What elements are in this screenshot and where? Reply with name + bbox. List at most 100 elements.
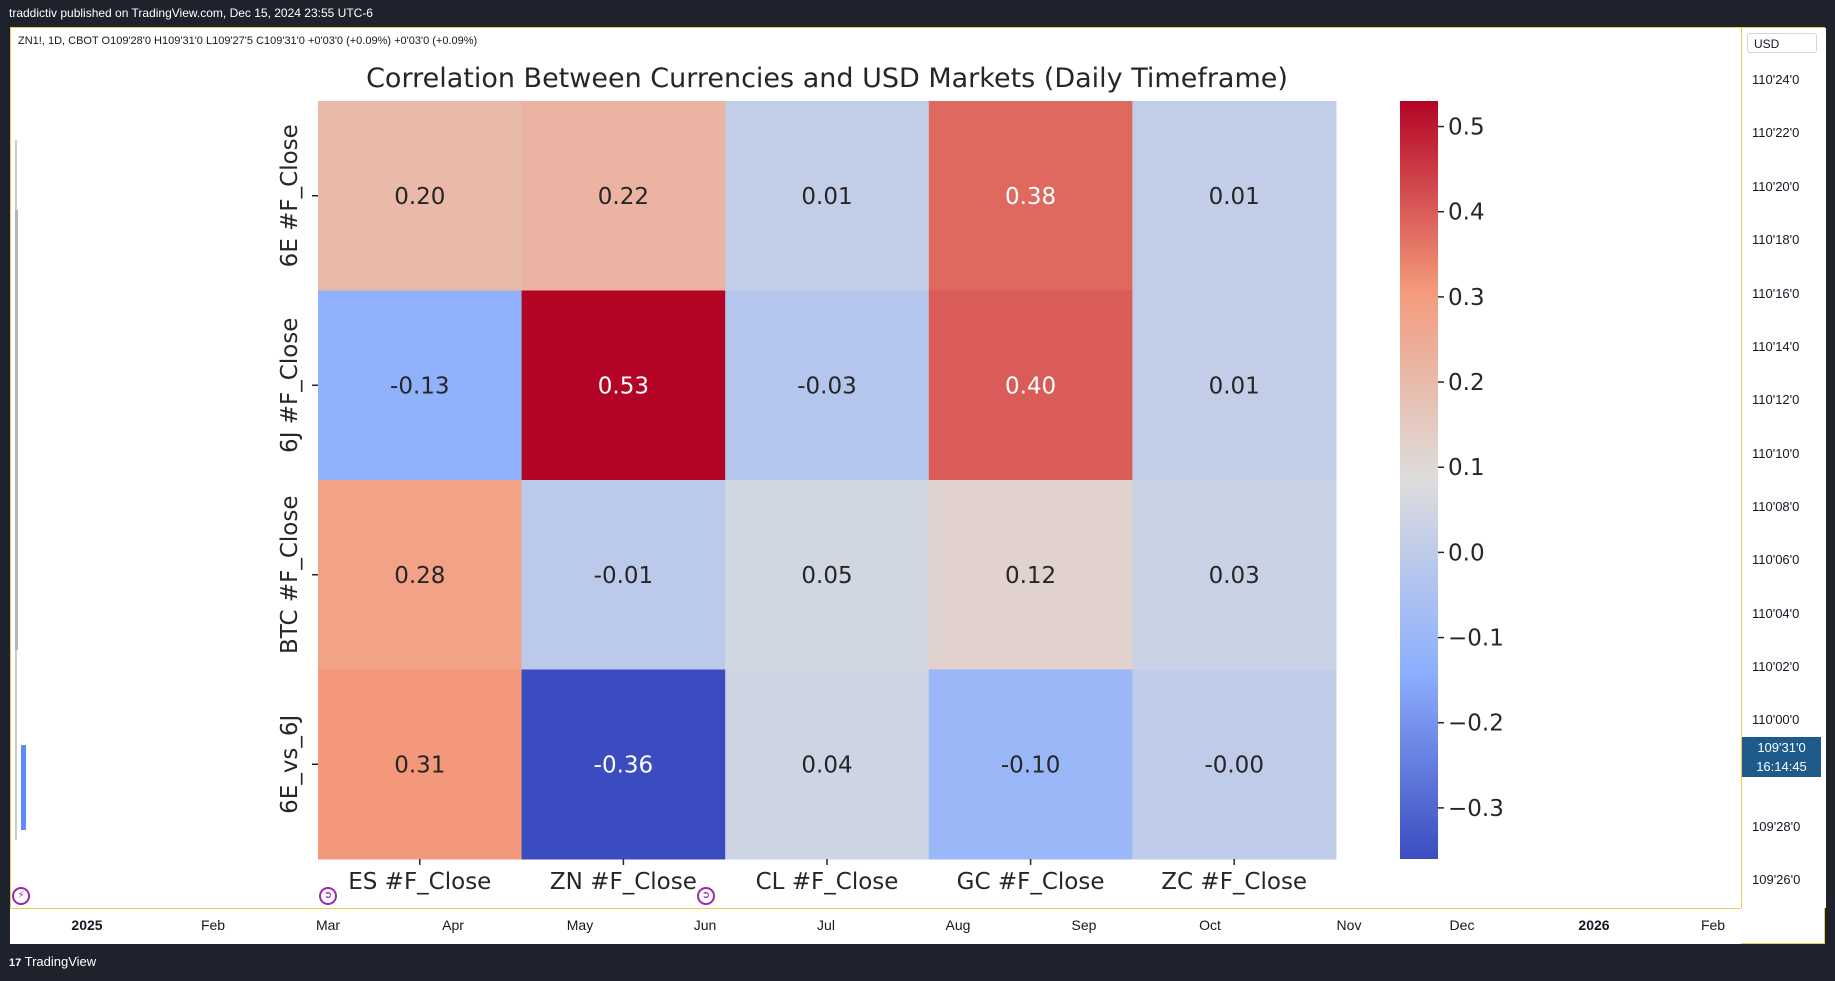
cell-value-label: 0.22 xyxy=(598,184,649,210)
time-tick-label: Apr xyxy=(442,917,464,933)
price-tick-label: 110'12'0 xyxy=(1752,392,1800,407)
price-tick-label: 110'06'0 xyxy=(1752,552,1800,567)
time-axis[interactable] xyxy=(10,908,1741,945)
heatmap-cell xyxy=(725,101,930,291)
price-tick-label: 110'22'0 xyxy=(1752,125,1800,140)
publisher-bar: traddictiv published on TradingView.com,… xyxy=(0,0,1835,27)
cell-value-label: 0.01 xyxy=(1209,184,1260,210)
time-tick-label: Jul xyxy=(817,917,835,933)
cell-value-label: 0.53 xyxy=(598,373,649,399)
heatmap-cell xyxy=(318,290,523,481)
price-tick-label: 110'24'0 xyxy=(1752,72,1800,87)
cell-value-label: 0.03 xyxy=(1209,563,1260,589)
cell-value-label: 0.01 xyxy=(801,184,852,210)
heatmap-cell xyxy=(725,480,930,670)
currency-selector[interactable]: USD xyxy=(1747,33,1817,53)
colorbar-tick-label: 0.1 xyxy=(1448,455,1485,481)
time-tick-label: Aug xyxy=(945,917,971,933)
current-price: 109'31'0 xyxy=(1757,740,1806,755)
cell-value-label: 0.05 xyxy=(801,563,852,589)
heatmap-cell xyxy=(928,480,1133,670)
chart-title: Correlation Between Currencies and USD M… xyxy=(366,63,1288,94)
cell-value-label: -0.10 xyxy=(1001,752,1061,778)
event-marker-icon[interactable]: ➲ xyxy=(697,887,715,905)
time-tick-label: Feb xyxy=(200,917,226,933)
cell-value-label: 0.04 xyxy=(801,752,852,778)
time-tick-label: Sep xyxy=(1071,917,1097,933)
price-tick-label: 110'16'0 xyxy=(1752,286,1800,301)
colorbar-tick-label: 0.3 xyxy=(1448,285,1485,311)
time-tick-label: 2025 xyxy=(71,917,103,933)
publisher-text: traddictiv published on TradingView.com,… xyxy=(9,6,373,20)
time-tick-label: 2026 xyxy=(1578,917,1610,933)
heatmap-cell xyxy=(928,101,1133,291)
row-label: 6E #F_Close xyxy=(277,124,303,267)
heatmap-cell xyxy=(1132,669,1337,860)
cell-value-label: -0.01 xyxy=(594,563,654,589)
footer-bar: 17 TradingView xyxy=(0,944,1835,979)
column-label: GC #F_Close xyxy=(957,869,1105,895)
cell-value-label: -0.13 xyxy=(390,373,450,399)
heatmap-cell xyxy=(1132,480,1337,670)
flash-marker-icon[interactable]: ⚡ xyxy=(12,887,30,905)
heatmap-cell xyxy=(521,669,726,860)
heatmap-cell xyxy=(318,480,523,670)
candles-strip xyxy=(13,140,29,880)
heatmap-cell xyxy=(725,669,930,860)
cell-value-label: 0.31 xyxy=(394,752,445,778)
price-tick-label: 110'00'0 xyxy=(1752,712,1800,727)
cell-value-label: 0.38 xyxy=(1005,184,1056,210)
price-tick-label: 110'08'0 xyxy=(1752,499,1800,514)
price-tick-label: 110'18'0 xyxy=(1752,232,1800,247)
heatmap-cell xyxy=(521,290,726,481)
heatmap-cell xyxy=(928,290,1133,481)
colorbar xyxy=(1400,101,1438,859)
row-label: 6J #F_Close xyxy=(277,318,303,453)
column-label: ZC #F_Close xyxy=(1161,869,1307,895)
heatmap-cell xyxy=(318,669,523,860)
cell-value-label: -0.00 xyxy=(1204,752,1264,778)
cell-value-label: 0.12 xyxy=(1005,563,1056,589)
footer-brand[interactable]: TradingView xyxy=(24,954,97,969)
cell-value-label: 0.20 xyxy=(394,184,445,210)
heatmap-cell xyxy=(1132,290,1337,481)
time-tick-label: Jun xyxy=(693,917,717,933)
cell-value-label: 0.40 xyxy=(1005,373,1056,399)
price-tick-label: 110'14'0 xyxy=(1752,339,1800,354)
column-label: CL #F_Close xyxy=(756,869,899,895)
cell-value-label: -0.03 xyxy=(797,373,857,399)
heatmap-cell xyxy=(521,480,726,670)
column-label: ES #F_Close xyxy=(348,869,491,895)
tradingview-logo-icon: 17 xyxy=(9,957,22,969)
price-tick-label: 109'26'0 xyxy=(1752,872,1801,887)
current-price-badge: 109'31'0 16:14:45 xyxy=(1742,737,1821,777)
column-label: ZN #F_Close xyxy=(550,869,697,895)
time-tick-label: Feb xyxy=(1700,917,1726,933)
colorbar-tick-label: −0.1 xyxy=(1448,626,1504,652)
heatmap-cell xyxy=(521,101,726,291)
colorbar-tick-label: 0.5 xyxy=(1448,115,1485,141)
time-tick-label: Nov xyxy=(1336,917,1362,933)
row-label: 6E_vs_6J xyxy=(277,715,303,814)
event-marker-icon[interactable]: ➲ xyxy=(319,887,337,905)
bar-countdown: 16:14:45 xyxy=(1756,759,1807,774)
colorbar-tick-label: −0.2 xyxy=(1448,711,1504,737)
time-tick-label: Mar xyxy=(315,917,341,933)
colorbar-tick-label: 0.0 xyxy=(1448,540,1485,566)
cell-value-label: -0.36 xyxy=(594,752,654,778)
price-tick-label: 110'20'0 xyxy=(1752,179,1800,194)
time-tick-label: Oct xyxy=(1199,917,1221,933)
colorbar-tick-label: 0.2 xyxy=(1448,370,1485,396)
row-label: BTC #F_Close xyxy=(277,495,303,654)
heatmap-cell xyxy=(318,101,523,291)
price-tick-label: 110'10'0 xyxy=(1752,446,1800,461)
cell-value-label: 0.28 xyxy=(394,563,445,589)
colorbar-tick-label: 0.4 xyxy=(1448,200,1485,226)
symbol-legend[interactable]: ZN1!, 1D, CBOT O109'28'0 H109'31'0 L109'… xyxy=(18,35,478,47)
price-tick-label: 110'02'0 xyxy=(1752,659,1800,674)
colorbar-tick-label: −0.3 xyxy=(1448,796,1504,822)
price-tick-label: 110'04'0 xyxy=(1752,606,1800,621)
heatmap-cell xyxy=(725,290,930,481)
heatmap-cell xyxy=(1132,101,1337,291)
